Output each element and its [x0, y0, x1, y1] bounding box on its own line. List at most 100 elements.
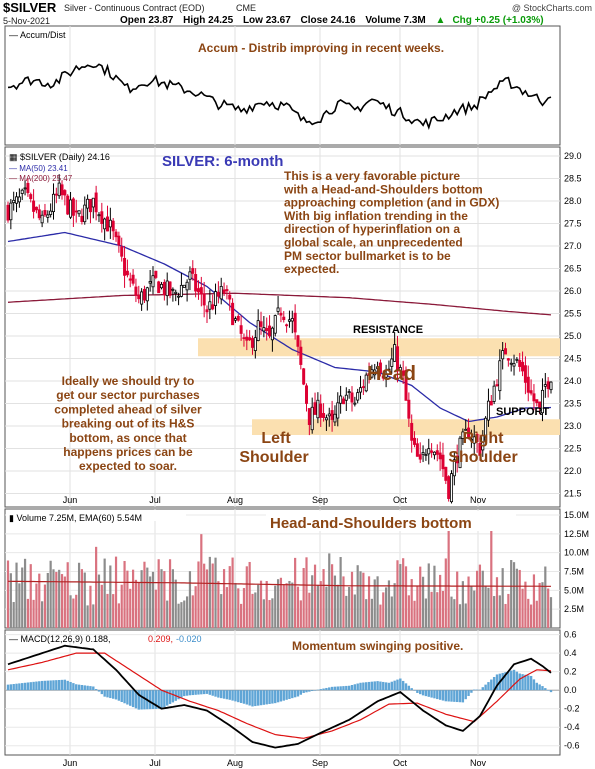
month-tick-label: Jun [63, 495, 78, 505]
volume-bar [419, 566, 422, 628]
macd-histogram-bar [333, 686, 337, 691]
macd-histogram-bar [239, 690, 243, 703]
volume-bar [490, 524, 493, 628]
candle-up [9, 202, 13, 221]
volume-tick-label: 15.0M [564, 510, 589, 520]
candle-up [327, 413, 331, 417]
volume-bar [240, 603, 243, 628]
volume-bar [487, 587, 490, 628]
open-label: Open 23.87 [120, 15, 174, 26]
candle-up [458, 437, 462, 469]
volume-bar [186, 596, 189, 628]
macd-histogram-bar [86, 685, 89, 691]
candle-down [430, 450, 434, 453]
volume-tick-label: 12.5M [564, 529, 589, 539]
volume-bar [294, 557, 297, 628]
volume-bar [63, 576, 66, 628]
volume-bar [151, 571, 155, 628]
macd-histogram-bar [399, 678, 402, 691]
volume-bar [376, 576, 379, 628]
ma200-legend: — MA(200) 25.47 [9, 174, 73, 183]
price-tick-label: 22.0 [564, 466, 582, 476]
volume-bar [257, 584, 260, 628]
macd-histogram-bar [131, 690, 135, 708]
candle-down [117, 235, 121, 246]
candle-up [509, 362, 513, 365]
candle-up [424, 454, 428, 457]
price-tick-label: 27.5 [564, 219, 582, 229]
candle-down [367, 373, 371, 376]
candle-down [404, 369, 408, 401]
volume-bar [114, 556, 118, 628]
candle-up [287, 319, 291, 322]
volume-bar [100, 584, 103, 628]
volume-annotation-bg [266, 511, 516, 531]
macd-histogram-bar [18, 683, 21, 691]
candle-up [108, 219, 112, 228]
candle-down [401, 370, 405, 376]
candle-up [165, 280, 169, 297]
candle-up [498, 360, 502, 392]
volume-bar [498, 595, 501, 628]
macd-histogram-bar [100, 690, 104, 695]
volume-bar [447, 522, 450, 628]
macd-histogram-bar [481, 687, 484, 691]
volume-bar [547, 588, 550, 628]
volume-bar [456, 571, 459, 628]
macd-histogram-bar [52, 680, 55, 691]
candle-up [464, 428, 468, 431]
macd-histogram-bar [282, 690, 285, 701]
macd-tick-label: -0.6 [564, 741, 580, 751]
volume-bar [532, 574, 536, 628]
candle-up [390, 358, 394, 367]
macd-histogram-bar [251, 690, 254, 707]
macd-histogram-bar [310, 690, 314, 692]
candle-up [333, 413, 337, 423]
volume-bar [268, 600, 271, 628]
macd-histogram-bar [404, 683, 408, 691]
volume-bar [18, 583, 21, 628]
volume-bar [512, 562, 516, 628]
candle-up [46, 214, 50, 218]
volume-bar [342, 576, 345, 628]
candle-up [364, 374, 368, 392]
volume-bar [399, 564, 402, 628]
candle-up [86, 198, 90, 209]
candle-up [256, 320, 260, 341]
macd-histogram-bar [46, 680, 50, 691]
macd-histogram-bar [103, 690, 106, 697]
volume-bar [291, 582, 294, 628]
macd-histogram-bar [185, 690, 189, 696]
candle-down [194, 274, 198, 292]
volume-bar [211, 563, 214, 628]
volume-bar [77, 562, 81, 628]
macd-histogram-bar [421, 690, 425, 696]
macd-histogram-bar [353, 684, 357, 691]
commentary-right-line: PM sector bullmarket is to be [284, 249, 451, 263]
instrument-name: Silver - Continuous Contract (EOD) [64, 3, 205, 13]
macd-histogram-bar [416, 690, 419, 693]
candle-down [63, 190, 67, 196]
macd-histogram-bar [69, 681, 72, 691]
macd-histogram-bar [211, 690, 214, 696]
candle-down [313, 402, 317, 415]
commentary-right-line: expected. [284, 262, 339, 276]
macd-histogram-bar [322, 688, 325, 691]
macd-histogram-bar [21, 683, 24, 691]
volume-bar [504, 603, 507, 628]
macd-histogram-bar [268, 690, 271, 704]
candle-down [26, 182, 30, 194]
macd-histogram-bar [202, 690, 206, 695]
month-tick-label: Jul [149, 495, 161, 505]
candle-up [103, 218, 107, 230]
candle-up [253, 337, 257, 351]
volume-bar [262, 599, 265, 628]
candle-down [322, 413, 326, 418]
volume-bar [396, 560, 399, 628]
candle-down [111, 220, 115, 232]
candle-down [120, 246, 124, 257]
macd-histogram-bar [524, 674, 527, 691]
macd-histogram-bar [57, 680, 61, 691]
commentary-right-line: With big inflation trending in the [284, 209, 468, 223]
candle-up [461, 431, 465, 439]
